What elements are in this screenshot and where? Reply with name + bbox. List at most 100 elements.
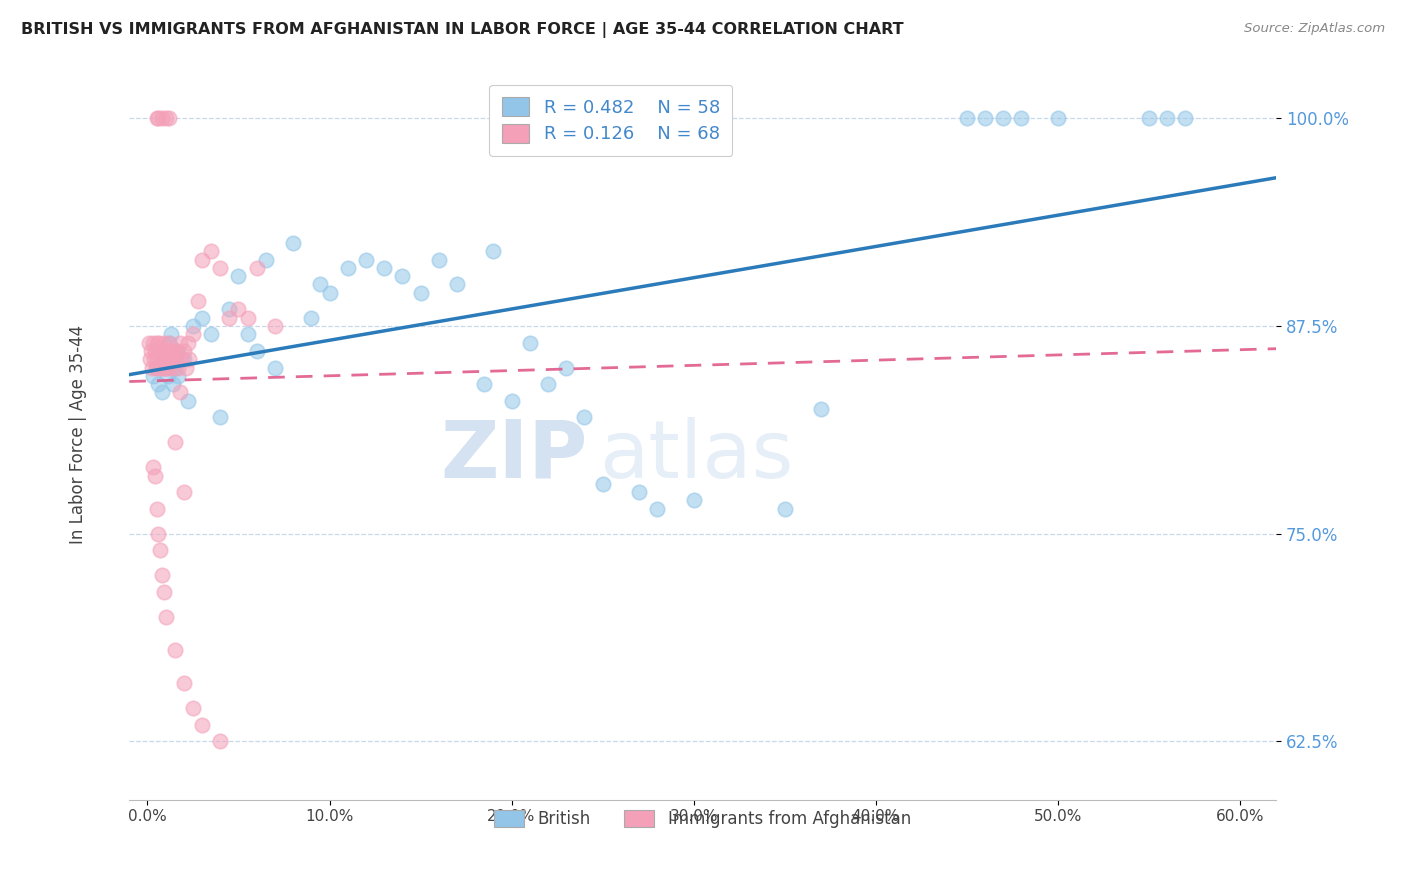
Point xyxy=(150,112,173,126)
Point xyxy=(281,235,304,250)
Point xyxy=(153,335,176,350)
Text: In Labor Force | Age 35-44: In Labor Force | Age 35-44 xyxy=(69,325,87,543)
Point xyxy=(645,501,668,516)
Point xyxy=(153,360,176,375)
Point xyxy=(228,269,250,284)
Point xyxy=(143,468,166,483)
Point xyxy=(191,252,214,267)
Point xyxy=(391,269,413,284)
Point xyxy=(236,327,259,342)
Point xyxy=(218,310,240,325)
Point xyxy=(163,360,186,375)
Point xyxy=(170,352,193,367)
Point xyxy=(163,352,186,367)
Point xyxy=(157,335,180,350)
Point xyxy=(200,244,222,259)
Point xyxy=(169,385,191,400)
Point xyxy=(150,568,173,582)
Point xyxy=(181,701,204,715)
Point xyxy=(142,335,165,350)
Point xyxy=(973,112,995,126)
Point xyxy=(1046,112,1069,126)
Point xyxy=(446,277,468,292)
Point xyxy=(176,393,198,408)
Point xyxy=(1010,112,1032,126)
Point xyxy=(157,360,180,375)
Point xyxy=(228,302,250,317)
Point xyxy=(187,294,209,309)
Point xyxy=(159,352,181,367)
Point xyxy=(627,485,650,500)
Point xyxy=(209,734,232,748)
Point xyxy=(354,252,377,267)
Point xyxy=(149,543,172,558)
Point xyxy=(246,343,269,358)
Text: Source: ZipAtlas.com: Source: ZipAtlas.com xyxy=(1244,22,1385,36)
Point xyxy=(309,277,332,292)
Point xyxy=(246,260,269,275)
Point xyxy=(167,368,190,383)
Point xyxy=(160,360,183,375)
Point xyxy=(173,352,195,367)
Point xyxy=(153,585,176,599)
Point xyxy=(143,343,166,358)
Point xyxy=(991,112,1014,126)
Point xyxy=(145,360,167,375)
Point xyxy=(169,335,191,350)
Point xyxy=(501,393,523,408)
Point xyxy=(810,402,832,417)
Point xyxy=(149,343,172,358)
Point xyxy=(191,310,214,325)
Point xyxy=(152,360,174,375)
Point xyxy=(145,501,167,516)
Point xyxy=(409,285,432,300)
Legend: British, Immigrants from Afghanistan: British, Immigrants from Afghanistan xyxy=(488,804,918,835)
Point xyxy=(150,385,173,400)
Point xyxy=(162,352,184,367)
Point xyxy=(179,352,201,367)
Point xyxy=(427,252,450,267)
Point xyxy=(318,285,340,300)
Text: ZIP: ZIP xyxy=(440,417,588,495)
Point xyxy=(200,327,222,342)
Point xyxy=(148,112,170,126)
Point xyxy=(155,352,177,367)
Point xyxy=(138,335,160,350)
Point xyxy=(163,435,186,450)
Point xyxy=(174,360,197,375)
Point xyxy=(555,360,578,375)
Point xyxy=(163,643,186,657)
Point xyxy=(157,335,180,350)
Point xyxy=(173,676,195,690)
Point xyxy=(682,493,704,508)
Point xyxy=(148,377,170,392)
Point xyxy=(956,112,979,126)
Point xyxy=(156,343,179,358)
Point xyxy=(163,343,186,358)
Point xyxy=(145,335,167,350)
Point xyxy=(264,360,287,375)
Point xyxy=(373,260,395,275)
Point xyxy=(153,352,176,367)
Point xyxy=(148,343,170,358)
Point xyxy=(160,327,183,342)
Point xyxy=(209,410,232,425)
Point xyxy=(139,352,162,367)
Point xyxy=(162,377,184,392)
Point xyxy=(167,360,190,375)
Point xyxy=(773,501,796,516)
Point xyxy=(139,343,162,358)
Text: BRITISH VS IMMIGRANTS FROM AFGHANISTAN IN LABOR FORCE | AGE 35-44 CORRELATION CH: BRITISH VS IMMIGRANTS FROM AFGHANISTAN I… xyxy=(21,22,904,38)
Point xyxy=(150,352,173,367)
Point xyxy=(142,368,165,383)
Point xyxy=(142,352,165,367)
Point xyxy=(148,335,170,350)
Point xyxy=(146,352,169,367)
Point xyxy=(181,327,204,342)
Point xyxy=(155,360,177,375)
Point xyxy=(218,302,240,317)
Point xyxy=(254,252,277,267)
Point xyxy=(472,377,495,392)
Point xyxy=(150,343,173,358)
Text: atlas: atlas xyxy=(599,417,794,495)
